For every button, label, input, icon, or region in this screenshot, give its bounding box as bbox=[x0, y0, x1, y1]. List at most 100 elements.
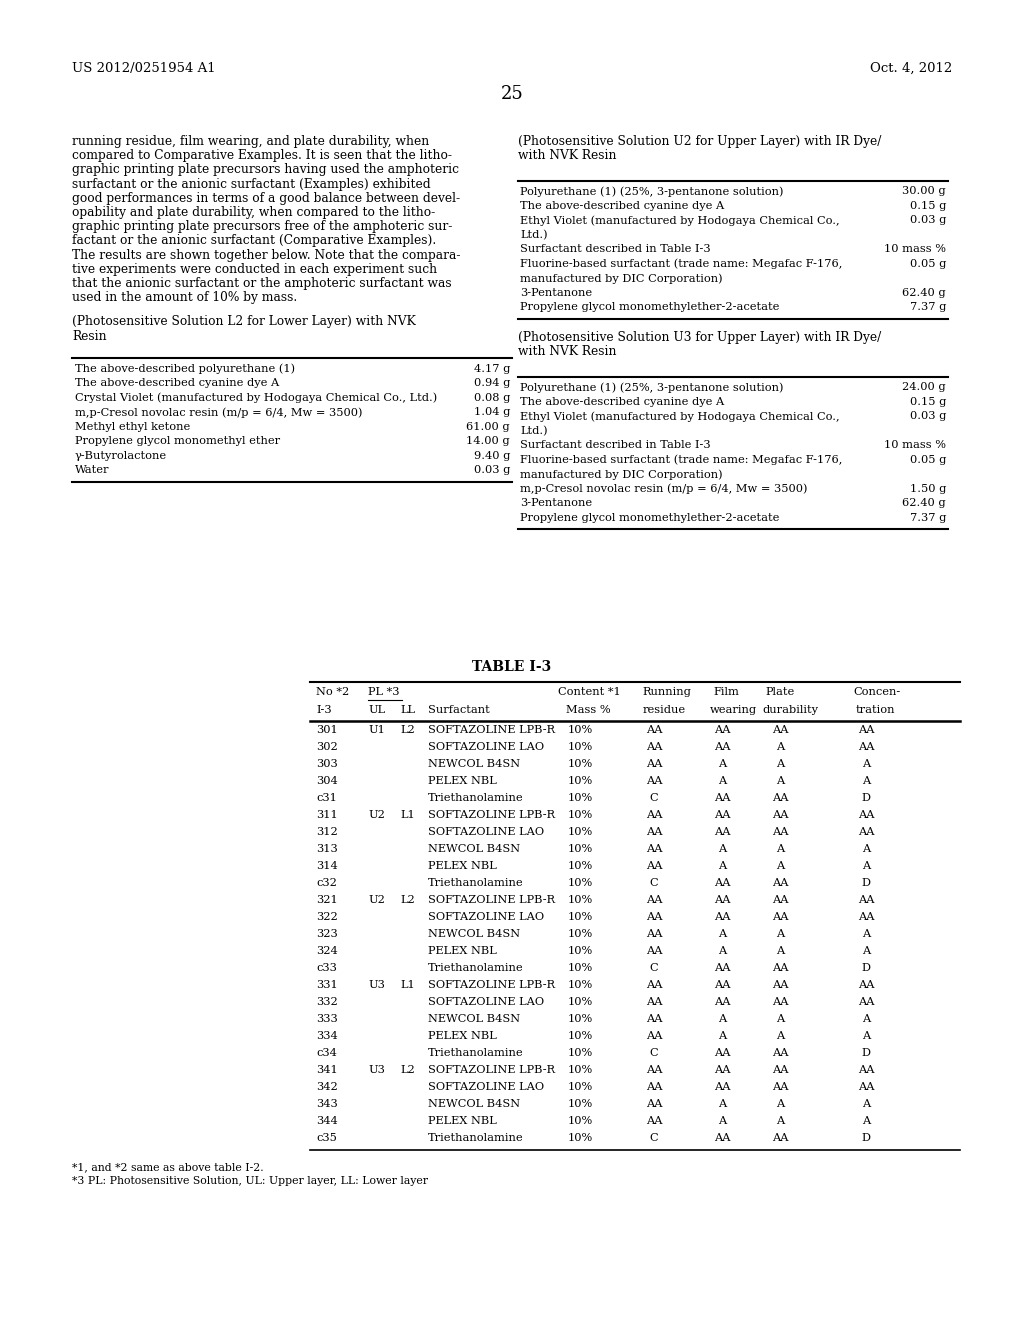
Text: 301: 301 bbox=[316, 725, 338, 735]
Text: AA: AA bbox=[714, 793, 730, 803]
Text: 0.05 g: 0.05 g bbox=[909, 259, 946, 269]
Text: A: A bbox=[862, 1031, 870, 1041]
Text: Content *1: Content *1 bbox=[558, 686, 621, 697]
Text: SOFTAZOLINE LPB-R: SOFTAZOLINE LPB-R bbox=[428, 1065, 555, 1074]
Text: AA: AA bbox=[772, 997, 788, 1007]
Text: (Photosensitive Solution U3 for Upper Layer) with IR Dye/: (Photosensitive Solution U3 for Upper La… bbox=[518, 331, 882, 345]
Text: L1: L1 bbox=[400, 979, 415, 990]
Text: 10%: 10% bbox=[567, 946, 593, 956]
Text: 30.00 g: 30.00 g bbox=[902, 186, 946, 197]
Text: L2: L2 bbox=[400, 895, 415, 906]
Text: AA: AA bbox=[858, 997, 874, 1007]
Text: I-3: I-3 bbox=[316, 705, 332, 715]
Text: Water: Water bbox=[75, 465, 110, 475]
Text: AA: AA bbox=[858, 742, 874, 752]
Text: A: A bbox=[776, 1115, 784, 1126]
Text: graphic printing plate precursors free of the amphoteric sur-: graphic printing plate precursors free o… bbox=[72, 220, 453, 234]
Text: US 2012/0251954 A1: US 2012/0251954 A1 bbox=[72, 62, 216, 75]
Text: NEWCOL B4SN: NEWCOL B4SN bbox=[428, 929, 520, 939]
Text: U2: U2 bbox=[368, 810, 385, 820]
Text: Triethanolamine: Triethanolamine bbox=[428, 964, 523, 973]
Text: 0.03 g: 0.03 g bbox=[909, 215, 946, 226]
Text: A: A bbox=[718, 1100, 726, 1109]
Text: A: A bbox=[718, 946, 726, 956]
Text: 62.40 g: 62.40 g bbox=[902, 288, 946, 298]
Text: U3: U3 bbox=[368, 979, 385, 990]
Text: 10%: 10% bbox=[567, 1100, 593, 1109]
Text: SOFTAZOLINE LPB-R: SOFTAZOLINE LPB-R bbox=[428, 810, 555, 820]
Text: AA: AA bbox=[772, 1048, 788, 1059]
Text: AA: AA bbox=[646, 861, 663, 871]
Text: Oct. 4, 2012: Oct. 4, 2012 bbox=[869, 62, 952, 75]
Text: 0.15 g: 0.15 g bbox=[909, 201, 946, 211]
Text: manufactured by DIC Corporation): manufactured by DIC Corporation) bbox=[520, 470, 723, 480]
Text: UL: UL bbox=[368, 705, 385, 715]
Text: Fluorine-based surfactant (trade name: Megafac F-176,: Fluorine-based surfactant (trade name: M… bbox=[520, 455, 843, 466]
Text: A: A bbox=[776, 742, 784, 752]
Text: D: D bbox=[861, 964, 870, 973]
Text: Methyl ethyl ketone: Methyl ethyl ketone bbox=[75, 422, 190, 432]
Text: The above-described polyurethane (1): The above-described polyurethane (1) bbox=[75, 364, 295, 375]
Text: A: A bbox=[718, 1115, 726, 1126]
Text: 314: 314 bbox=[316, 861, 338, 871]
Text: *1, and *2 same as above table I-2.: *1, and *2 same as above table I-2. bbox=[72, 1162, 263, 1172]
Text: C: C bbox=[649, 1048, 658, 1059]
Text: Ltd.): Ltd.) bbox=[520, 230, 548, 240]
Text: AA: AA bbox=[858, 912, 874, 921]
Text: 10%: 10% bbox=[567, 878, 593, 888]
Text: A: A bbox=[718, 1014, 726, 1024]
Text: 10%: 10% bbox=[567, 725, 593, 735]
Text: AA: AA bbox=[646, 1115, 663, 1126]
Text: c33: c33 bbox=[316, 964, 337, 973]
Text: A: A bbox=[718, 759, 726, 770]
Text: Running: Running bbox=[642, 686, 691, 697]
Text: 10%: 10% bbox=[567, 912, 593, 921]
Text: AA: AA bbox=[858, 828, 874, 837]
Text: Surfactant: Surfactant bbox=[428, 705, 489, 715]
Text: Triethanolamine: Triethanolamine bbox=[428, 1048, 523, 1059]
Text: good performances in terms of a good balance between devel-: good performances in terms of a good bal… bbox=[72, 191, 460, 205]
Text: AA: AA bbox=[646, 725, 663, 735]
Text: 324: 324 bbox=[316, 946, 338, 956]
Text: AA: AA bbox=[646, 1065, 663, 1074]
Text: AA: AA bbox=[646, 742, 663, 752]
Text: AA: AA bbox=[646, 1082, 663, 1092]
Text: PELEX NBL: PELEX NBL bbox=[428, 946, 497, 956]
Text: manufactured by DIC Corporation): manufactured by DIC Corporation) bbox=[520, 273, 723, 284]
Text: AA: AA bbox=[714, 810, 730, 820]
Text: A: A bbox=[862, 1100, 870, 1109]
Text: AA: AA bbox=[646, 810, 663, 820]
Text: D: D bbox=[861, 1048, 870, 1059]
Text: AA: AA bbox=[772, 1065, 788, 1074]
Text: 10%: 10% bbox=[567, 1082, 593, 1092]
Text: A: A bbox=[718, 861, 726, 871]
Text: A: A bbox=[862, 946, 870, 956]
Text: AA: AA bbox=[714, 979, 730, 990]
Text: AA: AA bbox=[772, 895, 788, 906]
Text: 304: 304 bbox=[316, 776, 338, 785]
Text: 10%: 10% bbox=[567, 964, 593, 973]
Text: SOFTAZOLINE LPB-R: SOFTAZOLINE LPB-R bbox=[428, 895, 555, 906]
Text: A: A bbox=[776, 861, 784, 871]
Text: PELEX NBL: PELEX NBL bbox=[428, 1115, 497, 1126]
Text: Triethanolamine: Triethanolamine bbox=[428, 878, 523, 888]
Text: AA: AA bbox=[714, 1065, 730, 1074]
Text: AA: AA bbox=[714, 878, 730, 888]
Text: 343: 343 bbox=[316, 1100, 338, 1109]
Text: 10%: 10% bbox=[567, 1031, 593, 1041]
Text: compared to Comparative Examples. It is seen that the litho-: compared to Comparative Examples. It is … bbox=[72, 149, 452, 162]
Text: that the anionic surfactant or the amphoteric surfactant was: that the anionic surfactant or the ampho… bbox=[72, 277, 452, 290]
Text: 1.04 g: 1.04 g bbox=[474, 408, 510, 417]
Text: AA: AA bbox=[646, 979, 663, 990]
Text: 10%: 10% bbox=[567, 742, 593, 752]
Text: Triethanolamine: Triethanolamine bbox=[428, 793, 523, 803]
Text: 10%: 10% bbox=[567, 997, 593, 1007]
Text: AA: AA bbox=[646, 997, 663, 1007]
Text: U2: U2 bbox=[368, 895, 385, 906]
Text: Concen-: Concen- bbox=[853, 686, 900, 697]
Text: No *2: No *2 bbox=[316, 686, 349, 697]
Text: 10%: 10% bbox=[567, 843, 593, 854]
Text: with NVK Resin: with NVK Resin bbox=[518, 149, 616, 162]
Text: AA: AA bbox=[714, 1133, 730, 1143]
Text: 10%: 10% bbox=[567, 1133, 593, 1143]
